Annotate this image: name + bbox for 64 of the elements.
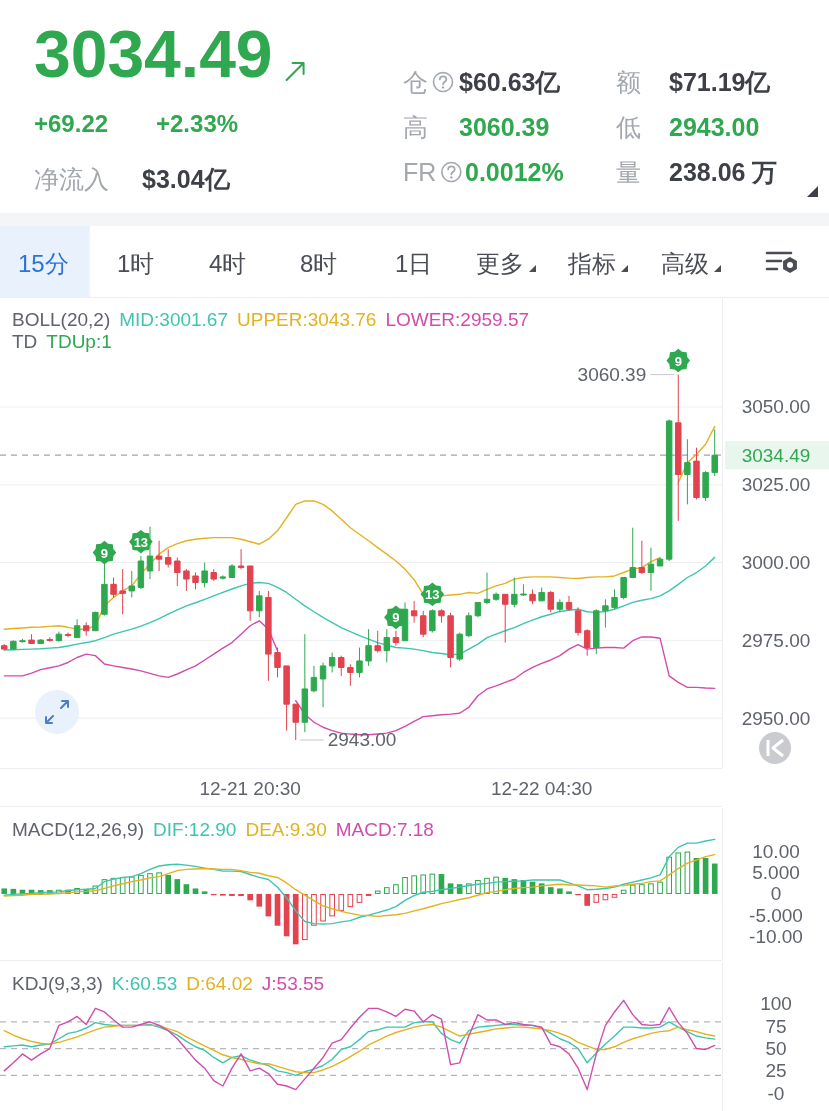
series-label: K:60.53 <box>111 973 178 994</box>
x-tick-label: 12-22 04:30 <box>490 777 593 799</box>
y-tick-label: 2950.00 <box>741 707 811 729</box>
text: 1日 <box>395 250 433 277</box>
y-tick-label: 50 <box>765 1038 787 1060</box>
y-tick-label: -10.00 <box>749 925 803 947</box>
text: 净流入 <box>34 165 109 193</box>
legend-title: BOLL(20,2) <box>12 309 111 330</box>
annotation: TDUp:1 <box>46 331 112 352</box>
text: 更多 <box>476 250 524 277</box>
y-tick-label: -5.000 <box>749 904 803 926</box>
text: 3034.49 <box>34 17 273 91</box>
text: $71.19亿 <box>669 68 772 96</box>
annotation: 3034.49 <box>741 444 811 466</box>
text: 0.0012% <box>465 158 564 186</box>
text: 4时 <box>209 250 247 277</box>
y-tick-label: 2975.00 <box>741 629 811 651</box>
annotation: 13 <box>133 534 149 550</box>
annotation: 9 <box>100 545 109 561</box>
text: 高 <box>403 113 428 141</box>
text: LOWER:2959.57 <box>385 309 530 330</box>
annotation: 13 <box>425 587 440 603</box>
text: 低 <box>616 113 641 141</box>
text: J:53.55 <box>261 973 325 994</box>
text: 仓 <box>403 68 428 96</box>
text: FR <box>403 158 437 186</box>
text: 额 <box>616 68 641 96</box>
text: 238.06 万 <box>669 158 778 186</box>
text: 2943.00 <box>669 113 760 141</box>
annotation: 9 <box>392 610 400 626</box>
y-tick-label: 3025.00 <box>741 474 811 496</box>
text: $60.63亿 <box>459 68 562 96</box>
annotation: MACD:7.18 <box>335 819 434 840</box>
series-label: DIF:12.90 <box>152 819 237 840</box>
y-tick-label: 0 <box>770 883 782 905</box>
y-tick-label: 3050.00 <box>741 396 811 418</box>
y-tick-label: 5.000 <box>752 862 800 884</box>
text: +2.33% <box>156 110 239 137</box>
text: 高级 <box>661 250 709 277</box>
text: 1时 <box>117 250 155 277</box>
text: MID:3001.67 <box>119 309 229 330</box>
legend-title: KDJ(9,3,3) <box>12 973 103 994</box>
text: 指标 <box>567 250 616 277</box>
annotation: 3060.39 <box>577 364 647 386</box>
y-tick-label: 100 <box>760 993 792 1015</box>
text: D:64.02 <box>186 973 253 994</box>
y-tick-label: 75 <box>765 1015 787 1037</box>
series-label: DEA:9.30 <box>245 819 327 840</box>
text: 8时 <box>300 250 338 277</box>
y-tick-label: 25 <box>765 1060 787 1082</box>
text: 3060.39 <box>459 113 550 141</box>
text: 15分 <box>18 250 69 277</box>
y-tick-label: -0 <box>767 1082 785 1104</box>
text: $3.04亿 <box>142 165 231 193</box>
x-tick-label: 12-21 20:30 <box>199 777 301 799</box>
text: 量 <box>616 158 641 186</box>
text: UPPER:3043.76 <box>237 309 377 330</box>
legend-title: MACD(12,26,9) <box>12 819 144 840</box>
annotation: TD <box>12 331 38 352</box>
annotation: 2943.00 <box>327 729 397 751</box>
text: +69.22 <box>34 110 109 137</box>
y-tick-label: 3000.00 <box>741 552 811 574</box>
y-tick-label: 10.00 <box>752 841 800 863</box>
annotation: 9 <box>674 353 682 369</box>
